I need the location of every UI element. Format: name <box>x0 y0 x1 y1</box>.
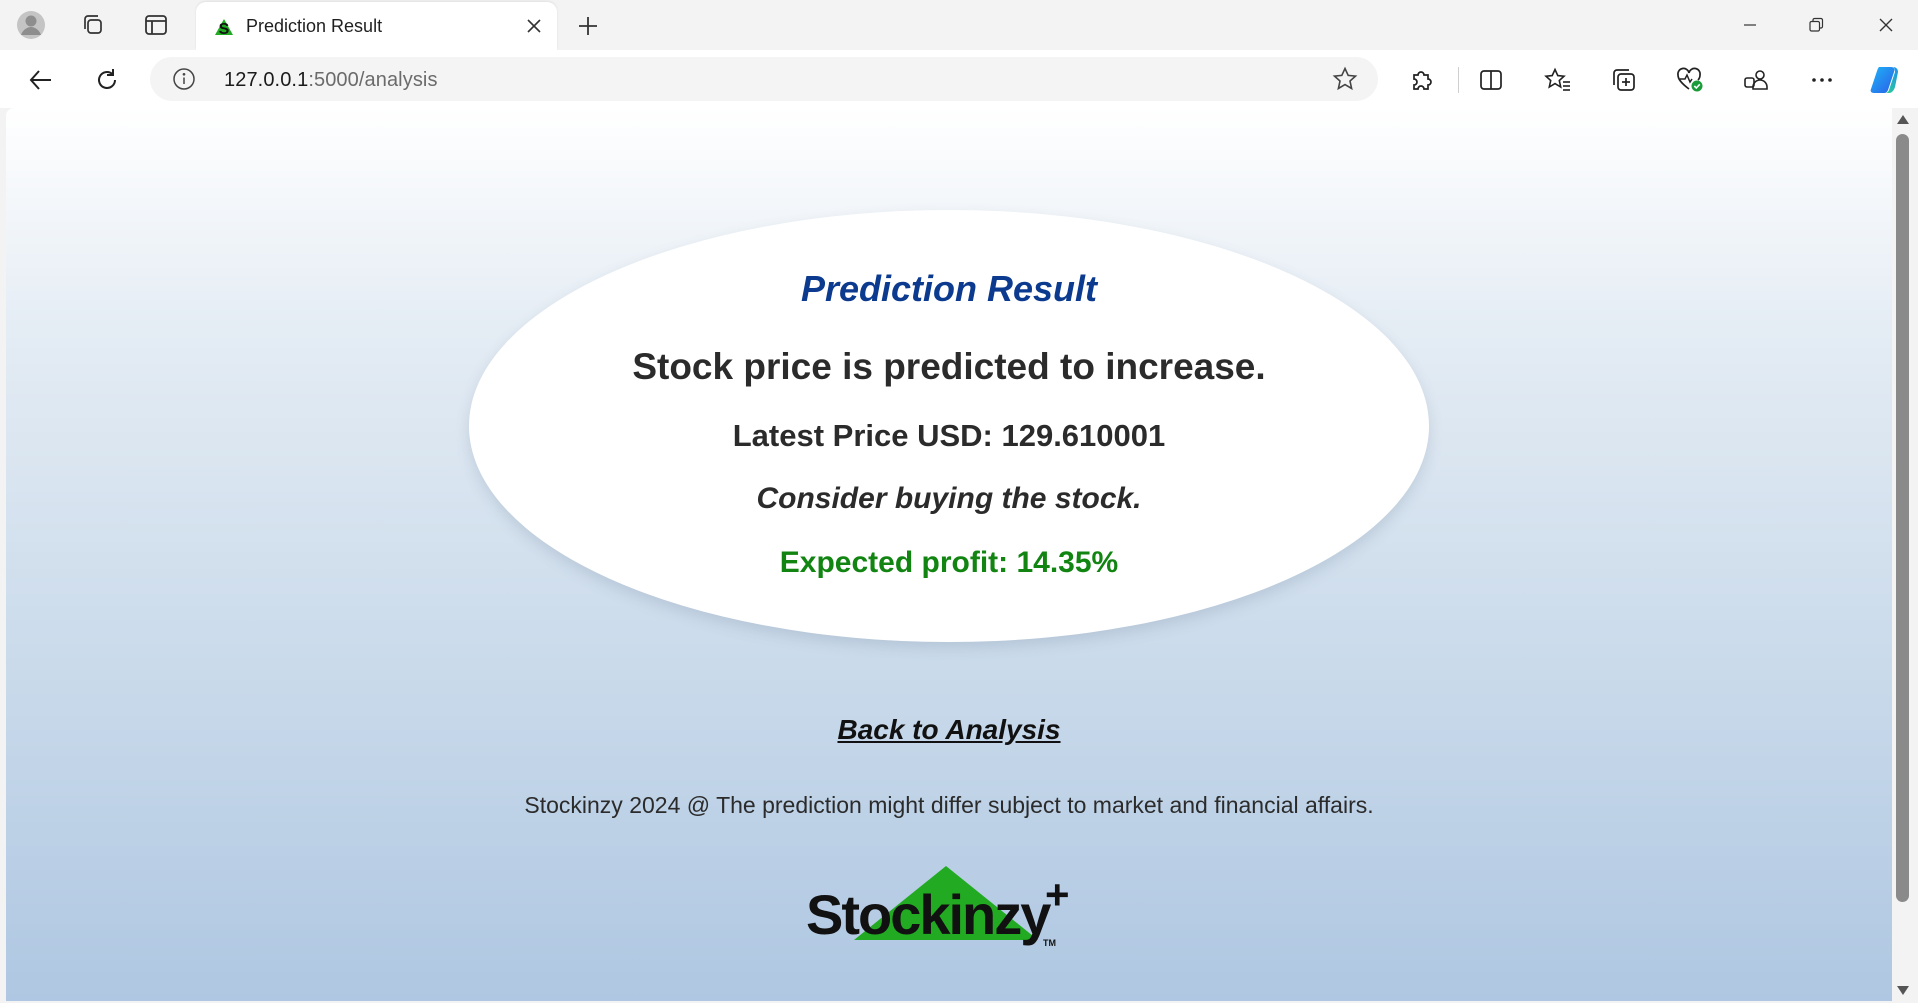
result-ellipse-card <box>469 210 1429 642</box>
browser-essentials-icon[interactable] <box>1672 62 1708 98</box>
workspaces-icon[interactable] <box>76 8 110 42</box>
page-viewport: Prediction Result Stock price is predict… <box>6 108 1892 1001</box>
restore-icon[interactable] <box>1788 8 1844 42</box>
stockinzy-favicon-icon: S <box>215 19 233 38</box>
refresh-icon[interactable] <box>88 61 126 99</box>
svg-text:Stockinzy: Stockinzy <box>806 883 1051 946</box>
scroll-up-arrow-icon[interactable] <box>1895 112 1911 128</box>
back-link-row: Back to Analysis <box>6 714 1892 746</box>
expected-profit-text: Expected profit: 14.35% <box>779 546 1119 579</box>
tab-actions-icon[interactable] <box>139 8 173 42</box>
back-icon[interactable] <box>22 61 60 99</box>
tab-strip: S Prediction Result <box>0 0 1918 50</box>
split-screen-icon[interactable] <box>1473 62 1509 98</box>
scroll-down-arrow-icon[interactable] <box>1895 982 1911 998</box>
new-tab-icon[interactable] <box>570 8 606 44</box>
svg-text:S: S <box>219 21 230 38</box>
stockinzy-logo: Stockinzy + TM <box>806 866 1070 948</box>
svg-text:TM: TM <box>1043 938 1056 948</box>
close-tab-icon[interactable] <box>521 13 547 39</box>
profile-avatar-icon[interactable] <box>14 8 48 42</box>
scrollbar-thumb[interactable] <box>1896 134 1909 902</box>
copilot-icon[interactable] <box>1868 62 1904 98</box>
extensions-icon[interactable] <box>1404 62 1440 98</box>
site-info-icon[interactable] <box>172 67 196 91</box>
more-options-icon[interactable] <box>1804 62 1840 98</box>
address-bar[interactable]: 127.0.0.1:5000/analysis <box>150 57 1378 101</box>
advice-text: Consider buying the stock. <box>756 482 1142 515</box>
page-title: Prediction Result <box>800 268 1098 309</box>
toolbar-divider <box>1458 67 1459 93</box>
browser-toolbar: 127.0.0.1:5000/analysis <box>0 50 1918 108</box>
back-to-analysis-link[interactable]: Back to Analysis <box>837 714 1061 745</box>
url-text[interactable]: 127.0.0.1:5000/analysis <box>224 69 438 91</box>
prediction-text: Stock price is predicted to increase. <box>632 346 1266 387</box>
copilot-sidebar-icon[interactable] <box>1738 62 1774 98</box>
footer-text: Stockinzy 2024 @ The prediction might di… <box>524 792 1374 818</box>
favorite-star-icon[interactable] <box>1332 66 1358 92</box>
latest-price-text: Latest Price USD: 129.610001 <box>732 418 1166 453</box>
close-window-icon[interactable] <box>1858 8 1914 42</box>
favorites-icon[interactable] <box>1540 62 1576 98</box>
collections-icon[interactable] <box>1606 62 1642 98</box>
active-tab[interactable]: S Prediction Result <box>196 2 557 50</box>
svg-text:+: + <box>1045 871 1070 918</box>
minimize-icon[interactable] <box>1722 8 1778 42</box>
tab-title: Prediction Result <box>246 16 383 36</box>
